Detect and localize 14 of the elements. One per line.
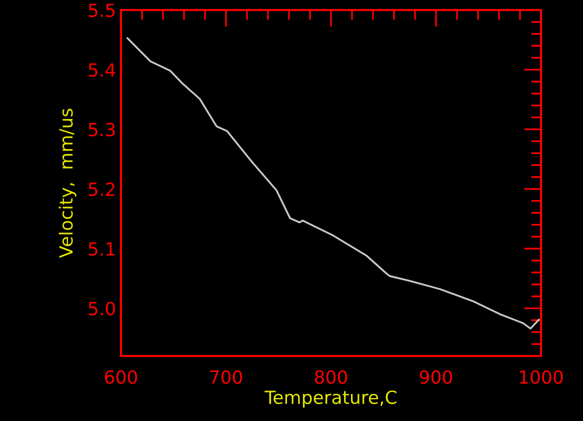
y-tick-label: 5.4: [88, 63, 116, 77]
y-tick-label: 5.1: [88, 242, 114, 256]
x-tick-label: 800: [314, 370, 348, 384]
y-tick-label: 5.5: [88, 4, 115, 18]
x-tick-label: 600: [105, 370, 138, 384]
x-axis-title: Temperature,C: [264, 390, 396, 408]
y-tick-label: 5.3: [88, 122, 115, 136]
y-axis-title: Velocity, mm/us: [58, 108, 76, 258]
line-series: [126, 37, 540, 330]
x-tick-label: 700: [210, 370, 242, 384]
x-tick-label: 1000: [520, 370, 563, 384]
y-tick-label: 5.2: [88, 182, 114, 196]
y-tick-label: 5.0: [88, 302, 115, 316]
x-tick-label: 900: [420, 370, 452, 384]
